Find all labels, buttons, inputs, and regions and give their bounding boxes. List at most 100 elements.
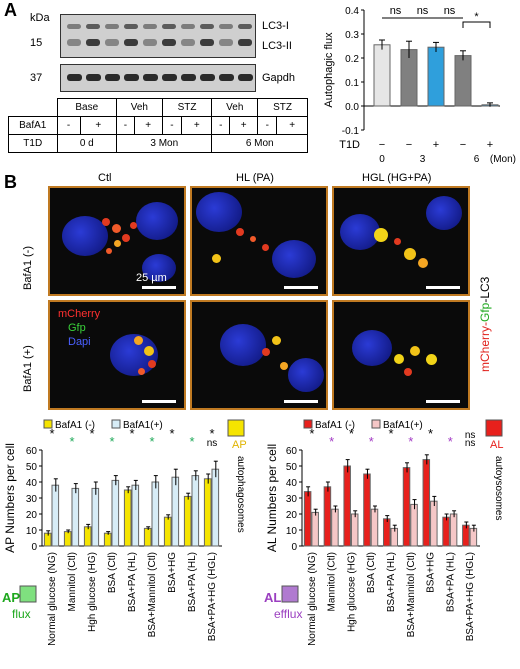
bafa1-cell: + xyxy=(276,116,308,135)
x-group-label: 3 xyxy=(420,154,426,165)
sig-label: * xyxy=(349,426,354,441)
gapdh-band xyxy=(67,74,82,81)
lc3-i-band xyxy=(200,24,214,29)
lc3-ii-band xyxy=(86,39,100,46)
t1d-mark: − xyxy=(460,139,466,151)
sig-label: * xyxy=(309,426,314,441)
bar-bafa1-minus xyxy=(382,518,391,547)
ap-numbers-chart: 0 10 20 30 40 50 60 AP Numbers per cell BafA1 (-… xyxy=(2,419,247,646)
bafa1-cell: - xyxy=(161,116,183,135)
lc3-i-band xyxy=(219,24,233,29)
lc3-i-band xyxy=(105,24,119,29)
category-label: BSA+HG xyxy=(167,552,178,593)
y-axis-title: AL Numbers per cell xyxy=(265,444,279,552)
y-tick-label: 0.1 xyxy=(345,78,359,89)
lc3-ii-band xyxy=(143,39,157,46)
mcherry-gfp-lc3-label: mCherry-Gfp-LC3 xyxy=(478,277,492,372)
category-label: BSA+PA+HG (HGL) xyxy=(465,552,476,641)
group-stz-3: STZ xyxy=(161,98,213,117)
bar-bafa1-minus xyxy=(203,478,212,547)
gapdh-band xyxy=(200,74,215,81)
bafa1-cell: + xyxy=(133,116,163,135)
y-tick-label: 30 xyxy=(286,494,298,505)
sig-label: * xyxy=(369,434,374,449)
bar-bafa1-minus xyxy=(83,526,92,547)
sig-label: * xyxy=(448,434,453,449)
gapdh-blot xyxy=(60,64,256,92)
al-numbers-chart: 0 10 20 30 40 50 60 AL Numbers per cell BafA1 (-… xyxy=(264,419,504,646)
micrograph-hgl-plus xyxy=(332,300,470,410)
flux-sub: flux xyxy=(12,607,31,621)
scale-bar xyxy=(142,400,176,403)
lc3-i-band xyxy=(67,24,81,29)
scale-bar xyxy=(284,400,318,403)
category-label: BSA+PA (HL) xyxy=(127,552,138,612)
gapdh-band xyxy=(105,74,120,81)
right-legend-swatch xyxy=(227,419,245,437)
category-label: BSA+HG xyxy=(426,552,437,593)
flux-label: AL xyxy=(264,590,281,605)
t1d-cell-3mon: 3 Mon xyxy=(116,134,213,153)
flux-sub: efflux xyxy=(274,607,302,621)
bar-bafa1-plus xyxy=(71,487,80,547)
y-tick-label: 20 xyxy=(286,510,298,521)
group-veh-6: Veh xyxy=(211,98,259,117)
side-label-lc3: -LC3 xyxy=(478,276,492,303)
micrograph-ctl-plus: mCherry Gfp Dapi xyxy=(48,300,186,410)
y-tick-label: 40 xyxy=(286,478,298,489)
legend-swatch xyxy=(43,419,53,429)
category-label: Normal glucose (NG) xyxy=(47,552,58,646)
bar-bafa1-plus xyxy=(191,475,200,547)
gapdh-band xyxy=(181,74,196,81)
y-tick-label: 50 xyxy=(26,462,38,473)
sig-label: * xyxy=(329,434,334,449)
sig-label: * xyxy=(169,426,174,441)
scale-bar xyxy=(284,286,318,289)
panel-a-letter: A xyxy=(4,0,17,20)
t1d-row-label: T1D xyxy=(8,134,58,153)
lc3-ii-band xyxy=(238,39,252,46)
lc3-i-band xyxy=(143,24,157,29)
gapdh-label: Gapdh xyxy=(262,72,296,84)
gapdh-band xyxy=(124,74,139,81)
category-label: BSA+PA (HL) xyxy=(187,552,198,612)
micrograph-hgl-minus xyxy=(332,186,470,296)
bar-bafa1-plus xyxy=(91,487,100,547)
mw-37-label: 37 xyxy=(30,72,43,84)
t1d-mark: − xyxy=(379,139,385,151)
sig-label: * xyxy=(474,11,479,23)
lc3-ii-band xyxy=(105,39,119,46)
mw-15-label: 15 xyxy=(30,37,43,49)
y-tick-label: 40 xyxy=(26,478,38,489)
sig-label: * xyxy=(408,434,413,449)
y-tick-label: 60 xyxy=(286,446,298,457)
column-ctl: Ctl xyxy=(98,172,112,184)
lc3-ii-band xyxy=(200,39,214,46)
lc3-i-band xyxy=(162,24,176,29)
bar-bafa1-plus xyxy=(211,468,220,547)
y-tick-label: 30 xyxy=(26,494,38,505)
gapdh-band xyxy=(162,74,177,81)
y-axis-title: AP Numbers per cell xyxy=(3,443,17,553)
lc3-i-band xyxy=(86,24,100,29)
category-label: BSA (Ctl) xyxy=(366,552,377,593)
bar-bafa1-plus xyxy=(449,513,458,547)
bar-bafa1-minus xyxy=(422,459,431,547)
gapdh-band xyxy=(238,74,253,81)
bar-bafa1-plus xyxy=(370,508,379,547)
lc3-blot xyxy=(60,14,256,58)
scale-bar xyxy=(426,286,460,289)
flux-bar xyxy=(454,55,472,107)
lc3-i-band xyxy=(124,24,138,29)
lc3-ii-band xyxy=(181,39,195,46)
category-label: BSA+PA (HL) xyxy=(445,552,456,612)
y-axis-title: Autophagic flux xyxy=(323,32,335,108)
scale-bar xyxy=(142,286,176,289)
sig-label: * xyxy=(189,434,194,449)
bafa1-cell: - xyxy=(56,116,81,135)
flux-bar xyxy=(400,49,418,107)
sig-label: ns xyxy=(465,430,476,441)
bar-bafa1-minus xyxy=(343,465,351,547)
category-label: Mannitol (Ctl) xyxy=(67,552,78,611)
sig-label: * xyxy=(209,426,214,441)
